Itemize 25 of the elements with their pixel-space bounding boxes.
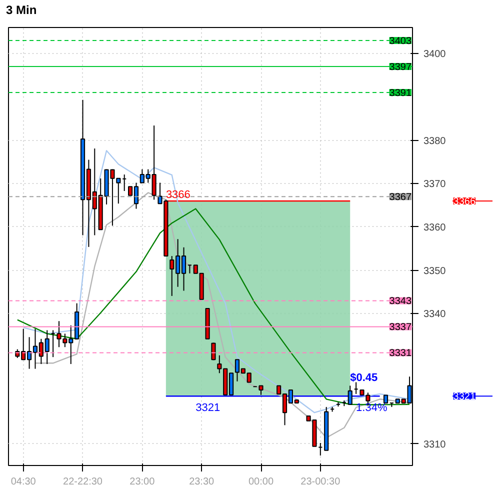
- annotation: $0.45: [350, 372, 378, 384]
- ref-line-label: 3367: [389, 192, 412, 204]
- x-tick-label: 23:30: [189, 476, 215, 488]
- candlestick: [348, 385, 352, 405]
- annotation: 1.34%: [356, 402, 388, 414]
- ref-line-label: 3343: [389, 296, 412, 308]
- series-label: 3321: [196, 402, 220, 414]
- series-label: 3366: [166, 189, 190, 202]
- x-tick-label: 23:00: [130, 476, 156, 488]
- y-tick-label: 3400: [424, 49, 446, 60]
- x-tick-label: 04:30: [10, 476, 36, 488]
- x-tick-label: 22-22:30: [63, 476, 103, 488]
- ref-line-label: 3337: [389, 322, 412, 334]
- text: 3366: [453, 196, 476, 208]
- y-tick-label: 3310: [424, 439, 446, 450]
- chart-title: 3 Min: [6, 2, 37, 19]
- y-tick-label: 3370: [424, 179, 446, 190]
- y-tick-label: 3380: [424, 136, 446, 147]
- y-tick-label: 3350: [424, 266, 446, 277]
- x-tick-label: 00:00: [248, 476, 274, 488]
- x-tick-label: 23-00:30: [300, 476, 341, 488]
- ref-line-label: 3331: [389, 348, 412, 360]
- y-tick-label: 3340: [424, 309, 446, 320]
- candlestick: [211, 342, 216, 361]
- y-tick-label: 3360: [424, 222, 446, 234]
